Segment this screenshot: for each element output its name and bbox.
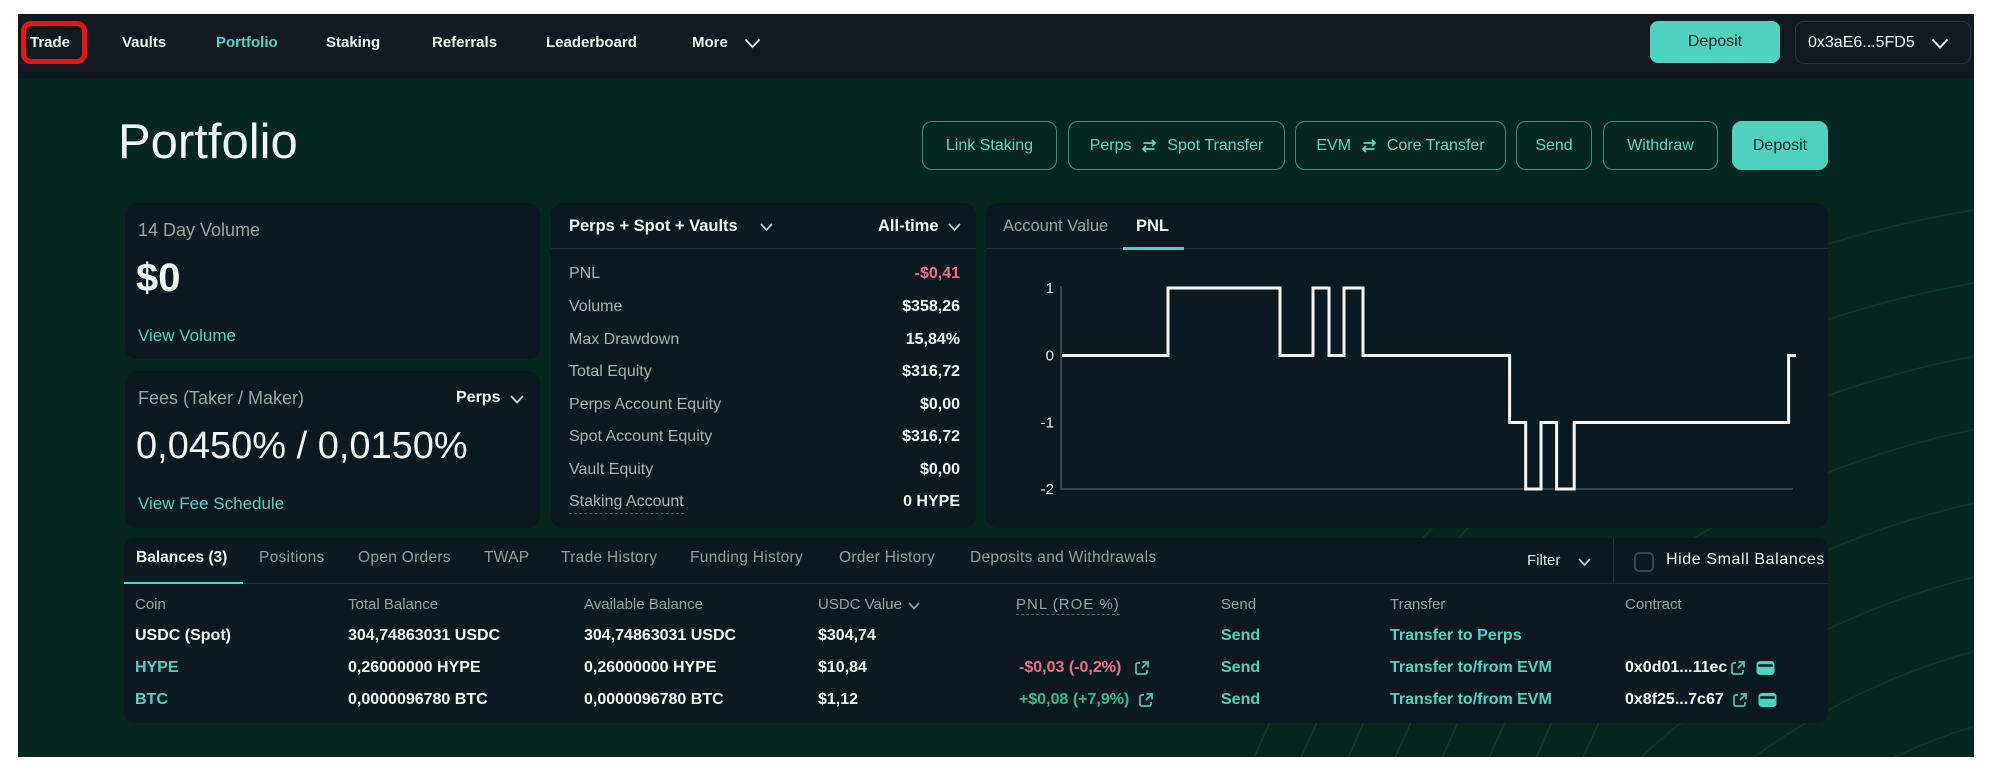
svg-text:-1: -1 [1041, 415, 1054, 432]
svg-text:0: 0 [1046, 348, 1054, 365]
svg-text:1: 1 [1046, 280, 1054, 297]
svg-text:-2: -2 [1041, 481, 1054, 498]
